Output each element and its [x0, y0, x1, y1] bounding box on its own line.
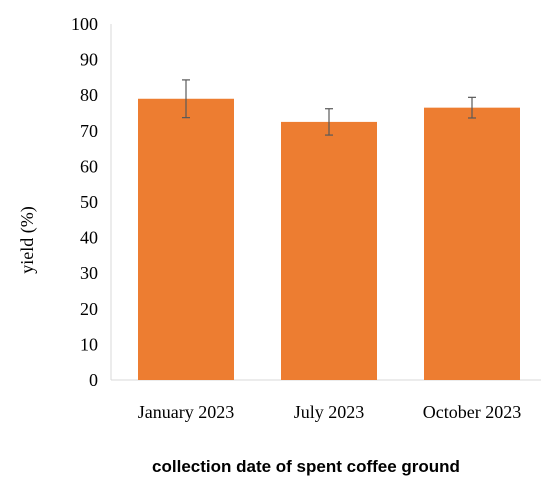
error-bar — [468, 96, 476, 119]
y-axis-label: yield (%) — [17, 206, 38, 273]
y-tick-label: 10 — [80, 334, 98, 354]
y-tick-label: 60 — [80, 156, 98, 176]
bars — [138, 98, 520, 381]
y-tick-label: 100 — [71, 14, 98, 34]
bar — [138, 98, 234, 380]
y-tick-label: 20 — [80, 299, 98, 319]
y-tick-label: 90 — [80, 50, 98, 70]
error-bars — [182, 79, 476, 136]
y-tick-label: 30 — [80, 263, 98, 283]
y-tick-label: 50 — [80, 192, 98, 212]
y-tick-labels: 0 10 20 30 40 50 60 70 80 90 100 — [71, 14, 98, 390]
y-tick-label: 40 — [80, 228, 98, 248]
x-axis-label: collection date of spent coffee ground — [152, 457, 460, 476]
bar — [281, 121, 377, 381]
y-tick-label: 0 — [89, 370, 98, 390]
error-bar — [325, 108, 333, 136]
x-tick-labels: January 2023 July 2023 October 2023 — [138, 402, 521, 422]
bar — [424, 107, 520, 380]
y-tick-label: 70 — [80, 121, 98, 141]
x-tick-label: July 2023 — [294, 402, 365, 422]
x-tick-label: January 2023 — [138, 402, 234, 422]
error-bar — [182, 79, 190, 119]
x-tick-label: October 2023 — [423, 402, 521, 422]
y-tick-label: 80 — [80, 85, 98, 105]
